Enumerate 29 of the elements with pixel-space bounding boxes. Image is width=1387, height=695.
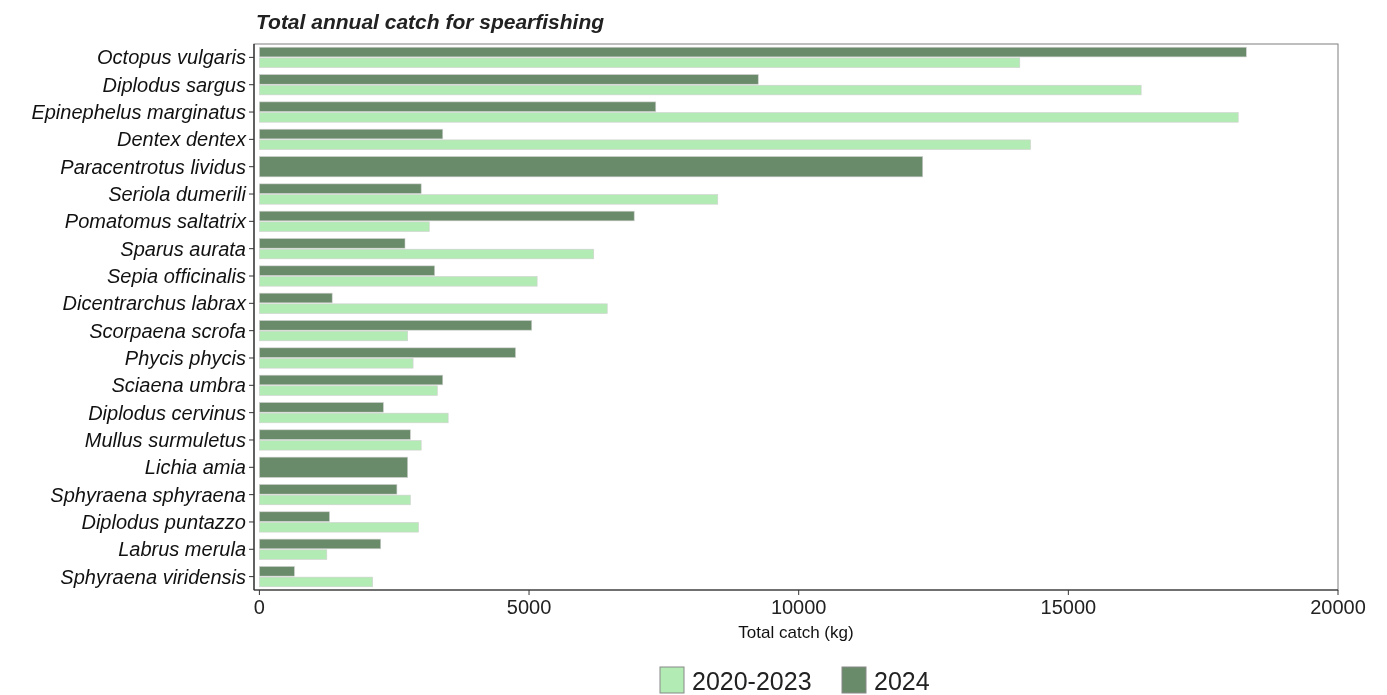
y-tick-label: Mullus surmuletus [84,428,246,451]
legend-label: 2020-2023 [692,667,812,695]
y-tick-label: Diplodus cervinus [88,401,246,424]
y-tick-label: Dentex dentex [117,128,247,151]
y-tick-label: Labrus merula [118,538,246,561]
y-tick-label: Octopus vulgaris [97,46,246,69]
y-tick-label: Phycis phycis [124,346,246,369]
y-tick-label: Epinephelus marginatus [31,101,246,124]
y-tick-label: Paracentrotus lividus [60,155,246,178]
y-tick-label: Lichia amia [144,456,246,479]
x-tick-label: 15000 [1040,596,1097,618]
y-tick-label: Dicentrarchus labrax [62,292,247,315]
y-tick-label: Seriola dumerili [108,183,247,206]
y-tick-label: Scorpaena scrofa [89,319,246,342]
x-tick-label: 0 [253,596,265,618]
y-tick-label: Diplodus sargus [102,73,246,96]
y-tick-label: Pomatomus saltatrix [64,210,247,233]
chart-title: Total annual catch for spearfishing [256,10,605,33]
x-axis-title: Total catch (kg) [738,623,854,642]
y-tick-label: Sphyraena sphyraena [50,483,246,506]
y-tick-label: Sphyraena viridensis [60,565,246,588]
x-tick-label: 5000 [506,596,552,618]
y-tick-label: Diplodus puntazzo [81,510,246,533]
legend-label: 2024 [874,667,930,695]
x-tick-label: 20000 [1310,596,1366,618]
y-tick-label: Sepia officinalis [107,265,246,288]
x-tick-label: 10000 [770,596,827,618]
y-tick-label: Sciaena umbra [111,374,246,397]
y-tick-label: Sparus aurata [120,237,246,260]
